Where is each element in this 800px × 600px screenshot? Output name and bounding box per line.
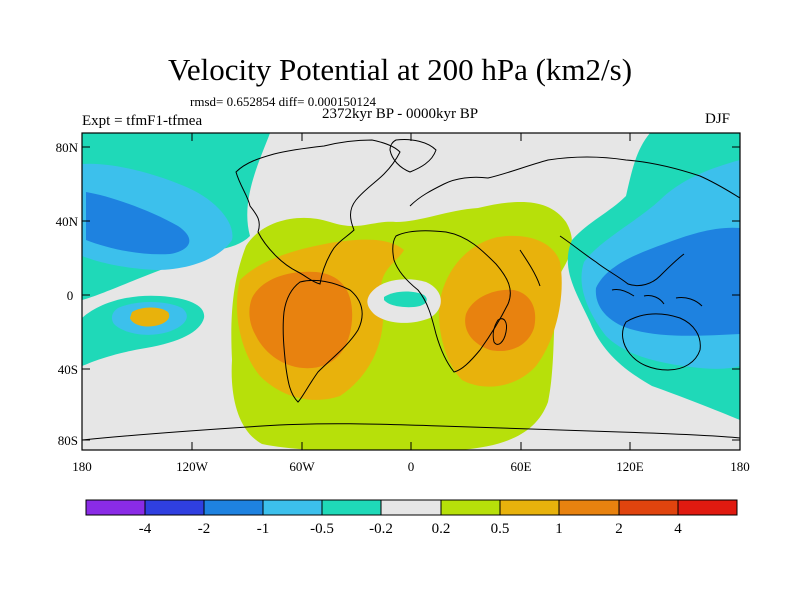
coast-australia: [622, 313, 701, 371]
lat-label-40s: 40S: [58, 362, 78, 377]
colorbar-label: 1: [555, 521, 563, 537]
season-label: DJF: [705, 111, 731, 127]
contour-field: [82, 133, 740, 450]
coast-south-america: [282, 279, 363, 403]
colorbar-swatch: [440, 499, 501, 516]
colorbar-label: 4: [674, 521, 682, 537]
colorbar-swatch: [499, 499, 560, 516]
colorbar-swatch: [677, 499, 738, 516]
colorbar-label: 2: [615, 521, 623, 537]
coast-greenland: [389, 139, 437, 173]
lon-label-180e: 180: [730, 459, 750, 474]
colorbar-swatch: [618, 499, 679, 516]
negative-strong-region-west: [86, 192, 190, 255]
colorbar-swatch: [321, 499, 382, 516]
colorbar-label: -0.5: [310, 521, 334, 537]
colorbar-swatch: [558, 499, 620, 516]
lat-axis: [82, 146, 740, 441]
coast-eurasia: [409, 156, 740, 287]
lon-label-180w: 180: [72, 459, 92, 474]
coast-indonesia: [611, 289, 703, 307]
negative-strong-region-east: [595, 227, 740, 336]
lat-label-0: 0: [67, 288, 74, 303]
lon-label-0: 0: [408, 459, 415, 474]
colorbar-label: -4: [138, 521, 152, 537]
colorbar-swatch: [144, 499, 205, 516]
coast-madagascar: [492, 318, 507, 345]
period-label: 2372kyr BP - 0000kyr BP: [322, 106, 479, 122]
colorbar: [85, 499, 738, 516]
experiment-label: Expt = tfmF1-tfmea: [82, 113, 203, 129]
lon-label-120e: 120E: [616, 459, 644, 474]
lat-label-80n: 80N: [56, 140, 79, 155]
positive-strong-region-africa: [465, 289, 536, 352]
coast-north-america: [235, 139, 401, 285]
positive-strong-region-america: [249, 271, 353, 369]
lon-label-60e: 60E: [511, 459, 532, 474]
colorbar-swatch: [203, 499, 264, 516]
colorbar-label: -2: [197, 521, 211, 537]
coastlines: [82, 139, 740, 441]
coast-antarctica: [82, 423, 740, 441]
colorbar-label: 0.5: [490, 521, 510, 537]
lon-label-60w: 60W: [289, 459, 315, 474]
colorbar-label: -1: [256, 521, 270, 537]
colorbar-swatch: [85, 499, 146, 516]
colorbar-label: -0.2: [369, 521, 393, 537]
lon-axis: [191, 133, 631, 450]
map-title: Velocity Potential at 200 hPa (km2/s): [167, 52, 633, 87]
colorbar-swatch: [262, 499, 323, 516]
positive-pacific-patch: [130, 307, 170, 327]
lon-label-120w: 120W: [176, 459, 209, 474]
colorbar-label: 0.2: [431, 521, 451, 537]
atlantic-negative-core: [384, 291, 427, 308]
stats-label: rmsd= 0.652854 diff= 0.000150124: [190, 94, 376, 109]
lat-label-80s: 80S: [58, 433, 78, 448]
coast-africa: [392, 230, 511, 373]
colorbar-swatch: [380, 499, 442, 516]
lat-label-40n: 40N: [56, 214, 79, 229]
